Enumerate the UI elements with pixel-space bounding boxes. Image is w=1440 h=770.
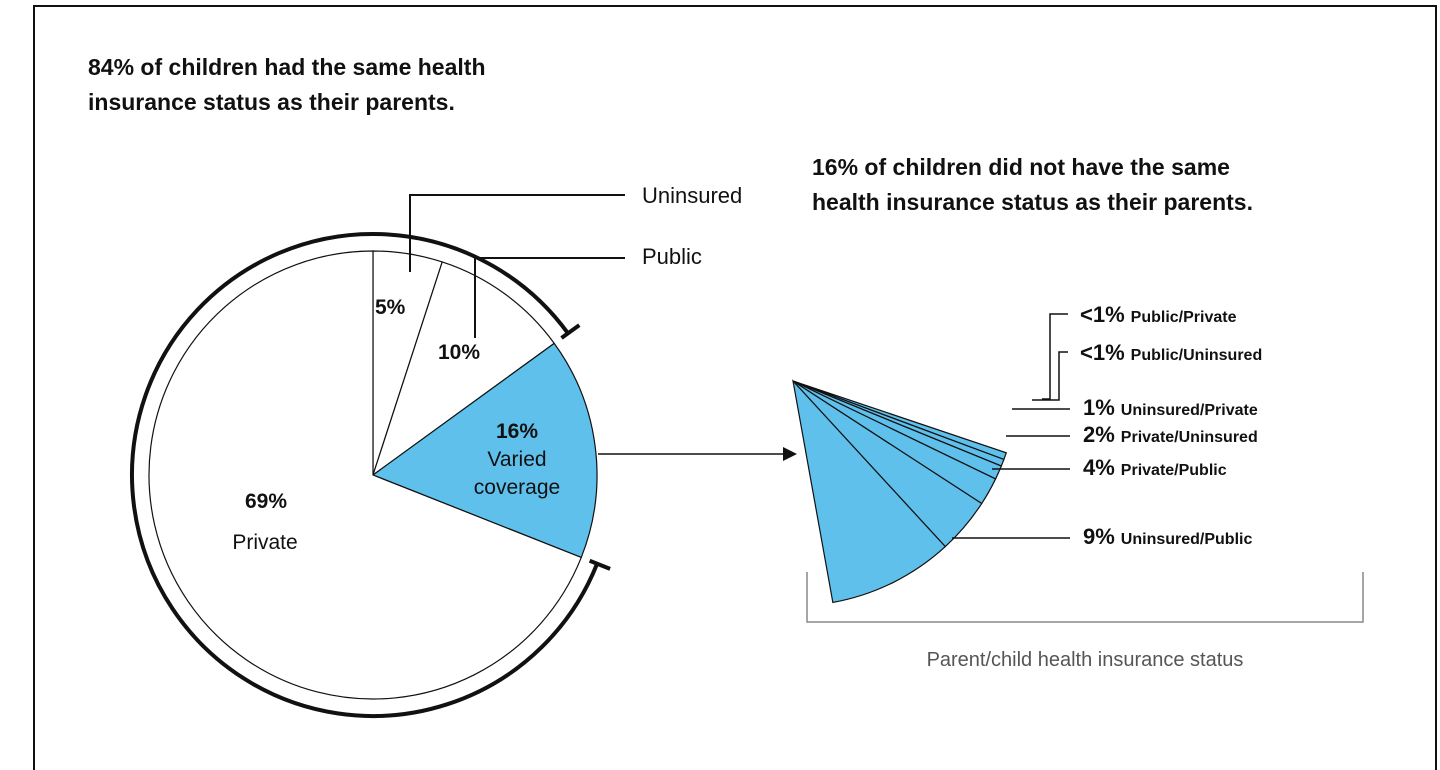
- varied-pct-label: 16%: [496, 420, 538, 443]
- pie-slice-varied: [371, 342, 598, 559]
- right-heading-line1: 16% of children did not have the same: [812, 154, 1230, 180]
- left-heading-line1: 84% of children had the same health: [88, 54, 486, 80]
- bracket-tick-top: [560, 323, 581, 340]
- uninsured-pct-label: 5%: [375, 296, 406, 319]
- fan-slice-unins_pub: [792, 379, 947, 604]
- frame-border: [33, 5, 1437, 770]
- breakdown-label-private-public: 4% Private/Public: [1083, 455, 1227, 480]
- breakdown-arrowhead: [783, 447, 797, 461]
- same-status-bracket-arc: [130, 232, 599, 718]
- right-heading-line2: health insurance status as their parents…: [812, 189, 1253, 215]
- main-pie: [148, 250, 598, 700]
- public-label: Public: [642, 244, 702, 269]
- breakdown-bracket-caption: Parent/child health insurance status: [927, 649, 1244, 671]
- varied-name-line1: Varied: [487, 448, 546, 471]
- public-pct-label: 10%: [438, 341, 480, 364]
- leader-public-private: [1042, 313, 1068, 400]
- breakdown-label-uninsured-private: 1% Uninsured/Private: [1083, 395, 1258, 420]
- pie-slice-public: [371, 261, 556, 477]
- left-heading-line2: insurance status as their parents.: [88, 89, 455, 115]
- leader-public-uninsured: [1032, 351, 1068, 401]
- public-leader-line: [474, 257, 625, 338]
- bracket-tick-bottom: [588, 558, 611, 571]
- varied-name-line2: coverage: [474, 476, 560, 499]
- breakdown-label-uninsured-public: 9% Uninsured/Public: [1083, 524, 1252, 549]
- uninsured-label: Uninsured: [642, 183, 742, 208]
- breakdown-label-public-private: <1% Public/Private: [1080, 302, 1237, 327]
- breakdown-bracket: [806, 572, 1364, 623]
- breakdown-label-public-uninsured: <1% Public/Uninsured: [1080, 340, 1262, 365]
- uninsured-leader-line: [409, 194, 625, 272]
- breakdown-fan: [792, 379, 1008, 604]
- private-pct-label: 69%: [245, 490, 287, 513]
- pie-slice-private: [148, 250, 583, 700]
- breakdown-label-private-uninsured: 2% Private/Uninsured: [1083, 422, 1258, 447]
- private-name-label: Private: [232, 531, 297, 554]
